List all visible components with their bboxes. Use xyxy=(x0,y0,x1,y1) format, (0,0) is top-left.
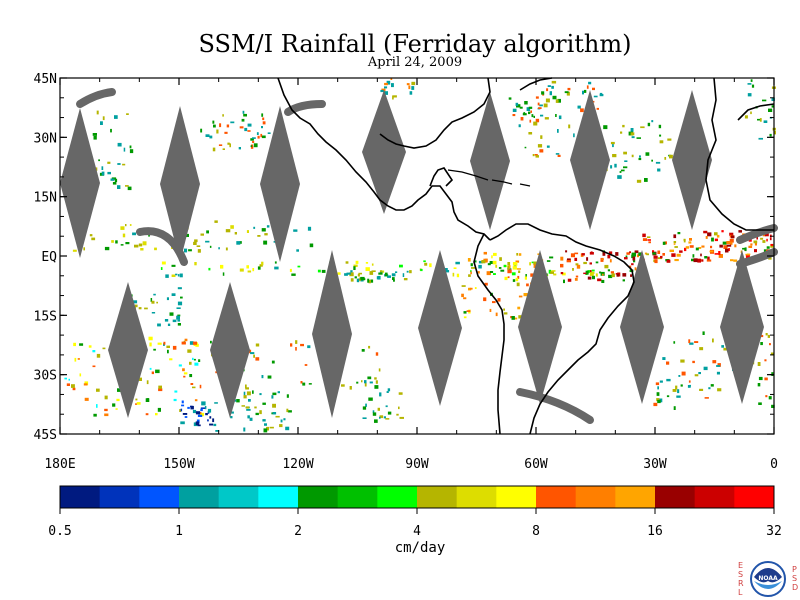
colorbar-swatch xyxy=(298,486,339,508)
lat-tick-label: 30S xyxy=(34,369,57,384)
lat-tick-label: EQ xyxy=(41,250,57,265)
colorbar-tick-label: 32 xyxy=(766,524,782,539)
no-data-gap xyxy=(210,282,250,418)
colorbar-swatch xyxy=(496,486,537,508)
no-data-gap xyxy=(720,250,764,404)
logo-letter-p: P xyxy=(792,565,797,574)
colorbar-swatch xyxy=(179,486,220,508)
no-data-gap xyxy=(160,106,200,262)
lat-tick-label: 30N xyxy=(34,131,57,146)
coastlines xyxy=(277,77,775,435)
colorbar-tick-label: 1 xyxy=(175,524,183,539)
logo-letter-s1: S xyxy=(738,570,743,579)
yucatan-coast xyxy=(429,167,454,187)
no-data-swath-gaps xyxy=(60,88,778,424)
lat-tick-label: 45N xyxy=(34,72,57,87)
colorbar-swatch xyxy=(655,486,696,508)
no-data-gap xyxy=(312,250,352,418)
colorbar-swatch xyxy=(456,486,497,508)
lat-tick-label: 15N xyxy=(34,191,57,206)
lon-tick-label: 150W xyxy=(163,457,194,472)
logo-letter-l: L xyxy=(738,588,743,597)
colorbar-swatch xyxy=(377,486,418,508)
north-america-west-coast xyxy=(277,77,491,241)
nova-scotia-coast xyxy=(519,77,553,91)
no-data-gap xyxy=(418,250,462,406)
colorbar-swatch xyxy=(139,486,180,508)
lon-tick-label: 30W xyxy=(643,457,667,472)
no-data-gap xyxy=(672,90,712,230)
no-data-gap xyxy=(570,90,610,230)
colorbar-swatch xyxy=(536,486,577,508)
colorbar-ticks: 0.5 1 2 4 8 16 32 xyxy=(48,508,782,539)
lat-tick-label: 15S xyxy=(34,309,57,324)
south-america-east-coast xyxy=(489,223,635,435)
map-title: SSM/I Rainfall (Ferriday algorithm) xyxy=(198,30,632,58)
colorbar-tick-label: 0.5 xyxy=(48,524,71,539)
logo-letter-d: D xyxy=(792,583,798,592)
colorbar-unit: cm/day xyxy=(394,540,446,556)
colorbar-swatch xyxy=(615,486,656,508)
logo-letter-r: R xyxy=(738,579,744,588)
colorbar-swatch xyxy=(337,486,378,508)
noaa-logo: E S R L P S D NOAA xyxy=(738,561,798,597)
colorbar-swatch xyxy=(734,486,775,508)
colorbar-swatch xyxy=(258,486,299,508)
no-data-gap xyxy=(362,90,406,214)
colorbar xyxy=(60,486,775,508)
lon-tick-label: 180E xyxy=(44,457,75,472)
logo-left-letters: E S R L xyxy=(738,561,744,597)
logo-letter-e: E xyxy=(738,561,743,570)
caribbean-islands xyxy=(447,169,531,187)
colorbar-swatch xyxy=(694,486,735,508)
lon-tick-label: 60W xyxy=(524,457,548,472)
logo-right-letters: P S D xyxy=(792,565,798,592)
colorbar-swatch xyxy=(99,486,140,508)
no-data-gap xyxy=(518,250,562,404)
gulf-atlantic-coast xyxy=(379,77,491,149)
lat-tick-label: 45S xyxy=(34,428,57,443)
no-data-gap xyxy=(60,108,100,258)
colorbar-tick-label: 16 xyxy=(647,524,663,539)
lon-tick-label: 0 xyxy=(770,457,778,472)
longitude-ticks: 180E 150W 120W 90W 60W 30W 0 xyxy=(44,78,778,472)
map-date: April 24, 2009 xyxy=(367,55,463,70)
colorbar-tick-label: 8 xyxy=(532,524,540,539)
logo-text: NOAA xyxy=(758,575,778,582)
colorbar-tick-label: 4 xyxy=(413,524,421,539)
mediterranean-coast xyxy=(737,103,775,121)
europe-africa-coast xyxy=(705,77,774,231)
no-data-gap xyxy=(260,106,300,262)
south-america-west-coast xyxy=(473,233,505,435)
no-data-gap xyxy=(108,282,148,418)
colorbar-tick-label: 2 xyxy=(294,524,302,539)
colorbar-swatch xyxy=(60,486,101,508)
colorbar-swatch xyxy=(575,486,616,508)
colorbar-swatch xyxy=(417,486,458,508)
lon-tick-label: 120W xyxy=(282,457,313,472)
no-data-gap xyxy=(470,92,510,230)
colorbar-swatch xyxy=(218,486,259,508)
latitude-ticks: 45N 30N 15N EQ 15S 30S 45S xyxy=(34,72,774,443)
logo-letter-s2: S xyxy=(792,574,797,583)
lon-tick-label: 90W xyxy=(405,457,429,472)
